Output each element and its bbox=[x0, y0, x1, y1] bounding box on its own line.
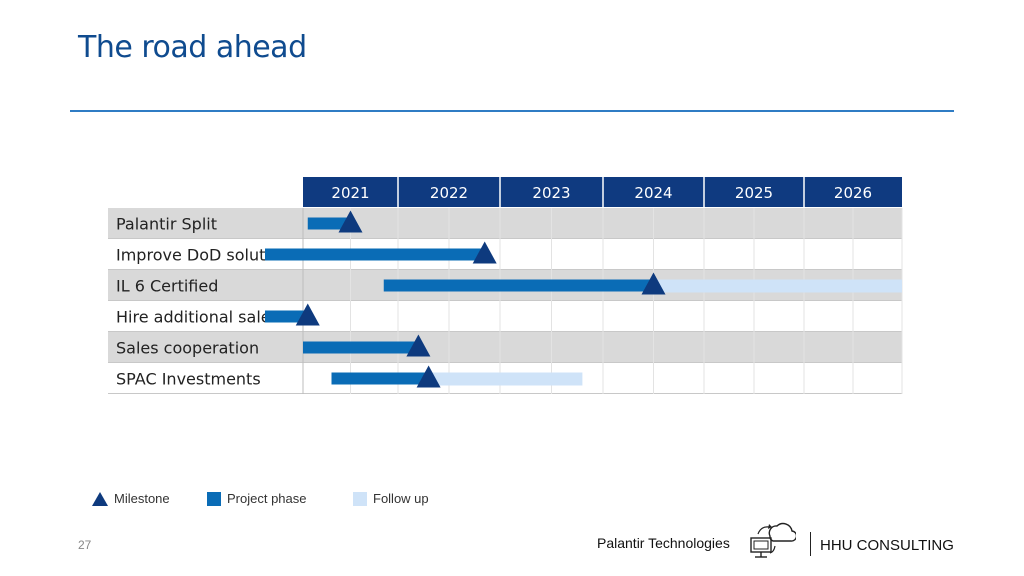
phase-legend-icon bbox=[207, 491, 221, 506]
milestone-marker bbox=[295, 303, 320, 326]
row-label: IL 6 Certified bbox=[116, 277, 218, 296]
phase-bar bbox=[331, 372, 429, 385]
legend-phase: Project phase bbox=[207, 490, 307, 506]
legend-phase-label: Project phase bbox=[227, 491, 307, 507]
row-label: Palantir Split bbox=[116, 215, 217, 234]
legend-followup: Follow up bbox=[353, 490, 429, 506]
row-background bbox=[108, 332, 902, 362]
phase-bar bbox=[383, 279, 654, 292]
footer-company: Palantir Technologies bbox=[597, 535, 730, 551]
year-label: 2025 bbox=[735, 184, 773, 202]
page-title: The road ahead bbox=[78, 30, 307, 65]
footer-divider bbox=[810, 532, 811, 556]
row-label: SPAC Investments bbox=[116, 370, 261, 389]
milestone-marker bbox=[406, 334, 431, 357]
year-label: 2026 bbox=[834, 184, 872, 202]
row-label: Hire additional sales bbox=[116, 308, 279, 327]
milestone-marker bbox=[338, 210, 363, 233]
row-background bbox=[108, 208, 902, 238]
phase-bar bbox=[265, 248, 485, 261]
followup-bar bbox=[428, 372, 583, 386]
year-label: 2021 bbox=[331, 184, 369, 202]
legend-followup-label: Follow up bbox=[373, 491, 429, 507]
legend-milestone-label: Milestone bbox=[114, 491, 170, 507]
milestone-marker bbox=[472, 241, 497, 264]
legend-milestone: Milestone bbox=[92, 490, 170, 506]
page-number: 27 bbox=[78, 538, 92, 552]
milestone-marker bbox=[416, 365, 441, 388]
row-label: Sales cooperation bbox=[116, 339, 259, 358]
phase-bar bbox=[265, 310, 308, 323]
row-background bbox=[108, 239, 902, 269]
year-label: 2022 bbox=[430, 184, 468, 202]
year-label: 2023 bbox=[532, 184, 570, 202]
year-label: 2024 bbox=[634, 184, 672, 202]
followup-legend-icon bbox=[353, 491, 367, 506]
phase-bar bbox=[303, 341, 419, 354]
milestone-marker bbox=[641, 272, 666, 295]
row-label: Improve DoD solutions bbox=[116, 246, 298, 265]
row-background bbox=[108, 301, 902, 331]
followup-bar bbox=[653, 279, 902, 293]
milestone-legend-icon bbox=[92, 491, 108, 506]
footer-brand: HHU CONSULTING bbox=[820, 537, 954, 554]
title-divider bbox=[70, 110, 954, 112]
cloud-sync-computer-icon bbox=[748, 520, 798, 566]
phase-bar bbox=[307, 217, 351, 230]
